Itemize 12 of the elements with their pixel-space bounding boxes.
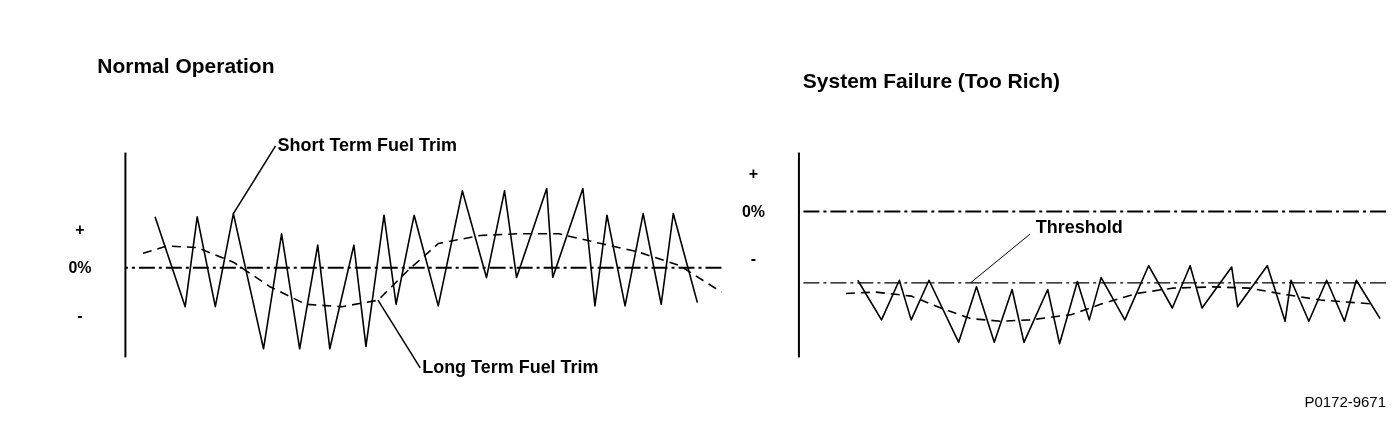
text: Long Term Fuel Trim: [422, 356, 599, 377]
text: Short Term Fuel Trim: [277, 134, 457, 155]
text: -: [77, 306, 83, 324]
ref-line-label: Threshold: [1035, 216, 1123, 237]
chart-title: System Failure (Too Rich): [802, 69, 1060, 93]
text: +: [748, 164, 759, 182]
text: -: [750, 250, 757, 268]
text: 0%: [68, 258, 92, 276]
text: P0172-9671: [1304, 392, 1386, 410]
text: +: [75, 220, 85, 238]
chart-title: Normal Operation: [97, 54, 275, 78]
text: 0%: [741, 202, 766, 220]
